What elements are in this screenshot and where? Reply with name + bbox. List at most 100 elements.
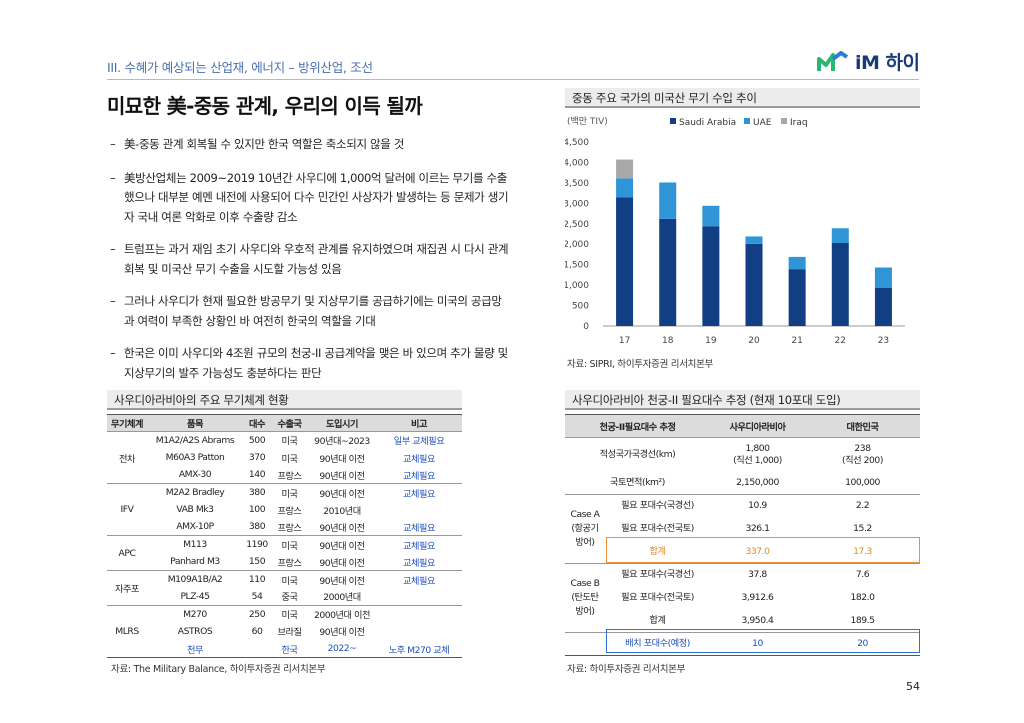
cell-item: 천무	[147, 640, 243, 659]
chart-source: 자료: SIPRI, 하이투자증권 리서치본부	[567, 359, 713, 370]
estimate-source: 자료: 하이투자증권 리서치본부	[567, 664, 686, 675]
cell-period: 90년대 이전	[308, 535, 376, 554]
table-row: 배치 포대수(예정) 10 20	[565, 632, 920, 656]
col-header: 천궁-II필요대수 추정	[565, 414, 710, 438]
cell-country: 미국	[271, 535, 308, 554]
table-header-row: 무기체계 품목 대수 수출국 도입시기 비고	[107, 414, 462, 432]
cell: 20	[805, 632, 920, 656]
cell-period: 90년대 이전	[319, 453, 365, 465]
cell-item: PLZ-45	[180, 590, 210, 602]
col-header: 무기체계	[107, 414, 147, 432]
bullet-item: 美방산업체는 2009~2019 10년간 사우디에 1,000억 달러에 이르…	[110, 169, 510, 228]
bullet-item: 한국은 이미 사우디와 4조원 규모의 천궁-II 공급계약을 맺은 바 있으며…	[110, 344, 510, 383]
col-header: 대수	[243, 414, 271, 432]
cell-note: 교체필요	[376, 535, 462, 554]
bullet-item: 그러나 사우디가 현재 필요한 방공무기 및 지상무기를 공급하기에는 미국의 …	[110, 292, 510, 331]
row-label: 국토면적(km²)	[610, 476, 665, 488]
legend-label: Iraq	[790, 118, 808, 128]
table-row: MLRS M270 250 미국 2000년대 이전	[107, 604, 462, 659]
cell: 189.5	[850, 614, 875, 626]
cell-note: 교체필요	[376, 570, 462, 589]
cell-period: 90년대 이전	[319, 522, 365, 534]
table-row: 합계 337.0 17.3	[565, 541, 920, 564]
bar-segment	[788, 269, 806, 326]
arms-source: 자료: The Military Balance, 하이투자증권 리서치본부	[111, 664, 326, 675]
x-tick-label: 20	[748, 336, 760, 346]
cell: 2,150,000	[736, 476, 779, 488]
logo-mark-icon	[817, 50, 849, 71]
row-label: 적성국가국경선(km)	[599, 448, 676, 460]
cell-country: 프랑스	[277, 505, 302, 517]
table-row: AMX-30 140 프랑스 90년대 이전 교체필요	[107, 466, 462, 483]
y-tick-label: 1,000	[565, 281, 589, 291]
cell-country: 미국	[281, 436, 298, 448]
bar-segment	[616, 178, 634, 198]
bar-segment	[702, 226, 720, 326]
table-row: ASTROS 60 브라질 90년대 이전	[107, 623, 462, 640]
bar-segment	[616, 159, 634, 179]
cell-item: M2A2 Bradley	[147, 483, 243, 502]
x-tick-label: 21	[791, 336, 802, 346]
legend-label: UAE	[753, 118, 772, 128]
bar-segment	[745, 243, 763, 326]
row-label: 필요 포대수(전국토)	[621, 523, 694, 534]
category-cell: 자주포	[107, 570, 147, 606]
case-label: Case A (항공기 방어)	[565, 494, 605, 564]
cell: 2.2	[805, 494, 920, 518]
cell: 238 (직선 200)	[842, 442, 883, 466]
y-tick-label: 1,500	[565, 261, 589, 271]
col-header: 비고	[376, 414, 462, 432]
cell-period: 90년대 이전	[308, 483, 376, 502]
category-cell: IFV	[107, 483, 147, 536]
table-row: VAB Mk3 100 프랑스 2010년대	[107, 501, 462, 518]
bullet-list: 美-중동 관계 회복될 수 있지만 한국 역할은 축소되지 않을 것 美방산업체…	[110, 135, 510, 396]
legend-swatch	[744, 118, 750, 124]
cell	[565, 632, 605, 656]
cell-note: 교체필요	[402, 470, 435, 482]
table-row: M60A3 Patton 370 미국 90년대 이전 교체필요	[107, 449, 462, 466]
cell-item: VAB Mk3	[176, 504, 214, 516]
cell-item: AMX-30	[178, 469, 212, 481]
cell-item: ASTROS	[177, 625, 213, 637]
x-tick-label: 18	[662, 336, 674, 346]
cell-qty: 380	[243, 483, 271, 502]
legend-swatch	[781, 118, 787, 124]
row-label: 합계	[649, 614, 666, 626]
cell: 3,912.6	[741, 592, 774, 603]
bar-chart: (백만 TIV) Saudi Arabia UAE Iraq 0 500 1,000 1,50…	[563, 116, 905, 346]
cell-qty	[243, 640, 271, 659]
cell-qty: 1190	[243, 535, 271, 554]
page-number: 54	[906, 680, 920, 693]
cell-item: M1A2/A2S Abrams	[155, 434, 235, 446]
cell-country: 한국	[271, 640, 308, 659]
bar-segment	[874, 267, 892, 288]
bar-segment	[831, 242, 849, 326]
chart-container: (백만 TIV) Saudi Arabia UAE Iraq 0 500 1,000 1,50…	[563, 110, 920, 360]
x-tick-label: 22	[835, 336, 846, 346]
cell-period: 2000년대 이전	[308, 604, 376, 623]
cell-note: 교체필요	[402, 557, 435, 569]
cell-qty: 250	[243, 604, 271, 623]
category-cell: 전차	[118, 453, 135, 465]
cell-item: Panhard M3	[170, 556, 220, 568]
cell-note	[376, 501, 462, 518]
cell-note: 교체필요	[402, 453, 435, 465]
table-row: Panhard M3 150 프랑스 90년대 이전 교체필요	[107, 553, 462, 570]
cell-country: 미국	[271, 570, 308, 589]
table-row: 필요 포대수(전국토) 326.1 15.2	[565, 518, 920, 541]
bar-segment	[659, 218, 677, 326]
cell: 1,800 (직선 1,000)	[733, 442, 782, 466]
cell-item: M113	[147, 535, 243, 554]
row-label: 필요 포대수(국경선)	[605, 563, 710, 587]
y-tick-label: 0	[583, 322, 589, 332]
estimate-section-header: 사우디아라비아 천궁-II 필요대수 추정 (현재 10포대 도입)	[565, 390, 920, 410]
cell: 10.9	[710, 494, 805, 518]
row-label: 필요 포대수(전국토)	[621, 592, 694, 603]
table-row: PLZ-45 54 중국 2000년대	[107, 588, 462, 605]
cell-qty: 60	[251, 625, 263, 637]
cell-country: 미국	[271, 604, 308, 623]
y-tick-label: 2,000	[565, 240, 589, 250]
arms-section-header: 사우디아라비아의 주요 무기체계 현황	[107, 390, 462, 410]
cell-country: 중국	[281, 592, 298, 604]
cell-qty: 100	[248, 504, 266, 516]
